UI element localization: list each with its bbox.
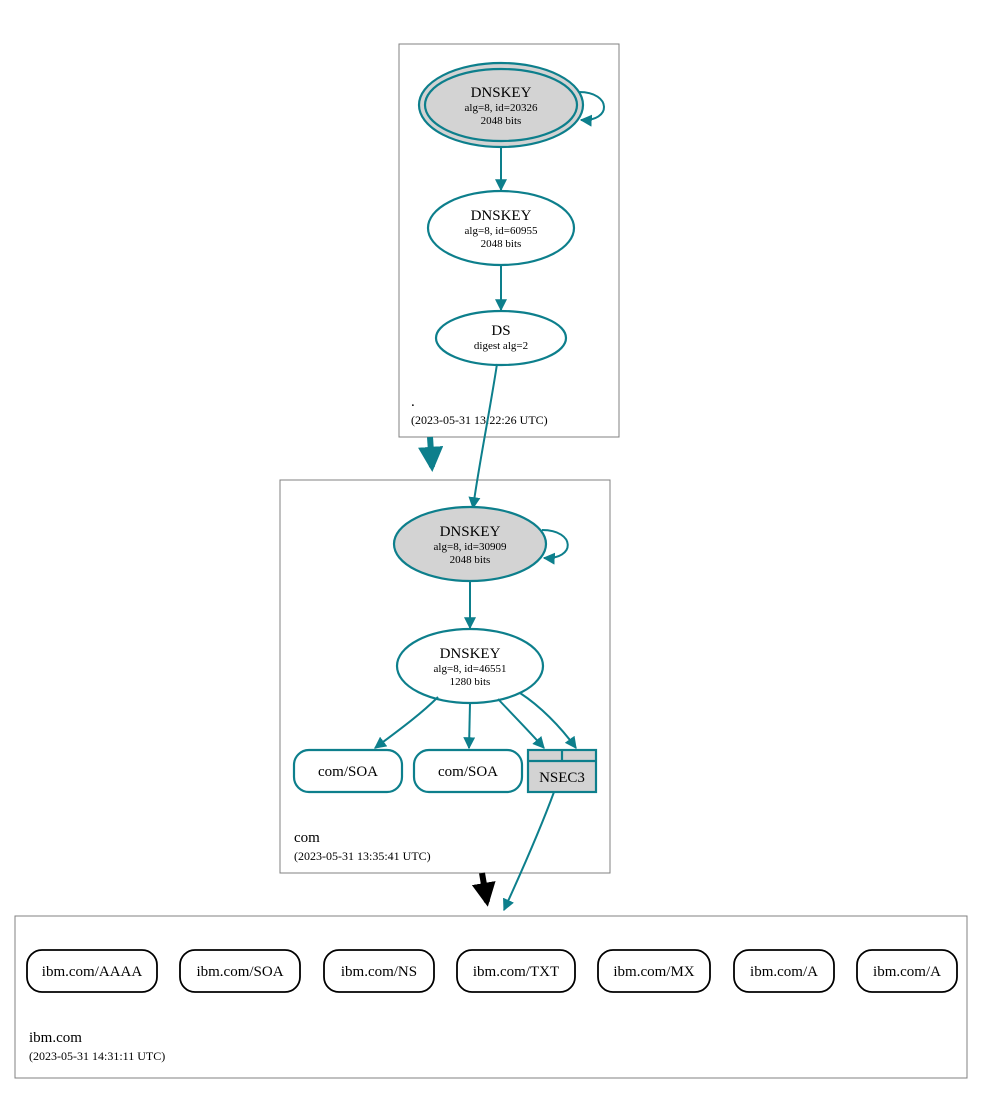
edge-com-zsk-to-soa1 bbox=[375, 697, 438, 748]
edge-nsec3-to-ibm bbox=[504, 792, 554, 910]
svg-text:digest alg=2: digest alg=2 bbox=[474, 340, 528, 352]
zone-com-label: com bbox=[294, 830, 320, 846]
svg-text:ibm.com/SOA: ibm.com/SOA bbox=[196, 964, 283, 980]
node-root-ksk: DNSKEY alg=8, id=20326 2048 bits bbox=[419, 63, 583, 147]
edge-com-to-ibm-thick bbox=[482, 873, 487, 902]
zone-root: . (2023-05-31 13:22:26 UTC) DNSKEY alg=8… bbox=[399, 44, 619, 437]
node-com-soa-2: com/SOA bbox=[414, 750, 522, 792]
svg-text:DNSKEY: DNSKEY bbox=[440, 646, 501, 662]
svg-text:ibm.com/TXT: ibm.com/TXT bbox=[473, 964, 559, 980]
node-ibm-txt: ibm.com/TXT bbox=[457, 950, 575, 992]
svg-text:alg=8, id=60955: alg=8, id=60955 bbox=[465, 225, 538, 237]
zone-com-date: (2023-05-31 13:35:41 UTC) bbox=[294, 849, 431, 863]
node-ibm-soa: ibm.com/SOA bbox=[180, 950, 300, 992]
svg-text:DNSKEY: DNSKEY bbox=[440, 524, 501, 540]
svg-text:ibm.com/AAAA: ibm.com/AAAA bbox=[42, 964, 143, 980]
node-ibm-ns: ibm.com/NS bbox=[324, 950, 434, 992]
svg-text:2048 bits: 2048 bits bbox=[481, 238, 522, 250]
svg-text:alg=8, id=20326: alg=8, id=20326 bbox=[465, 102, 538, 114]
node-root-zsk: DNSKEY alg=8, id=60955 2048 bits bbox=[428, 191, 574, 265]
edge-com-zsk-to-nsec3-b bbox=[520, 693, 576, 748]
zone-root-date: (2023-05-31 13:22:26 UTC) bbox=[411, 413, 548, 427]
edge-ds-to-com-ksk bbox=[473, 364, 497, 508]
svg-text:ibm.com/A: ibm.com/A bbox=[750, 964, 818, 980]
svg-text:2048 bits: 2048 bits bbox=[481, 115, 522, 127]
svg-text:ibm.com/MX: ibm.com/MX bbox=[613, 964, 694, 980]
zone-root-label: . bbox=[411, 394, 415, 410]
node-ibm-aaaa: ibm.com/AAAA bbox=[27, 950, 157, 992]
node-com-ksk: DNSKEY alg=8, id=30909 2048 bits bbox=[394, 507, 546, 581]
node-root-ds: DS digest alg=2 bbox=[436, 311, 566, 365]
svg-text:DS: DS bbox=[491, 323, 510, 339]
svg-text:NSEC3: NSEC3 bbox=[539, 770, 585, 786]
svg-text:alg=8, id=30909: alg=8, id=30909 bbox=[434, 541, 507, 553]
zone-com: com (2023-05-31 13:35:41 UTC) DNSKEY alg… bbox=[280, 364, 610, 873]
edge-root-to-com-thick bbox=[430, 437, 432, 467]
svg-text:alg=8, id=46551: alg=8, id=46551 bbox=[434, 663, 507, 675]
svg-text:1280 bits: 1280 bits bbox=[450, 676, 491, 688]
svg-text:DNSKEY: DNSKEY bbox=[471, 85, 532, 101]
svg-text:ibm.com/A: ibm.com/A bbox=[873, 964, 941, 980]
node-ibm-a-1: ibm.com/A bbox=[734, 950, 834, 992]
svg-text:com/SOA: com/SOA bbox=[318, 764, 378, 780]
node-ibm-a-2: ibm.com/A bbox=[857, 950, 957, 992]
edge-com-zsk-to-soa2 bbox=[469, 703, 470, 748]
node-com-zsk: DNSKEY alg=8, id=46551 1280 bits bbox=[397, 629, 543, 703]
zone-ibm-label: ibm.com bbox=[29, 1030, 82, 1046]
node-ibm-mx: ibm.com/MX bbox=[598, 950, 710, 992]
svg-text:2048 bits: 2048 bits bbox=[450, 554, 491, 566]
svg-text:DNSKEY: DNSKEY bbox=[471, 208, 532, 224]
node-com-nsec3: NSEC3 bbox=[528, 750, 596, 792]
svg-text:com/SOA: com/SOA bbox=[438, 764, 498, 780]
zone-ibm-date: (2023-05-31 14:31:11 UTC) bbox=[29, 1049, 165, 1063]
node-com-soa-1: com/SOA bbox=[294, 750, 402, 792]
zone-ibm: ibm.com (2023-05-31 14:31:11 UTC) ibm.co… bbox=[15, 916, 967, 1078]
dnssec-diagram: . (2023-05-31 13:22:26 UTC) DNSKEY alg=8… bbox=[0, 0, 981, 1094]
svg-text:ibm.com/NS: ibm.com/NS bbox=[341, 964, 417, 980]
